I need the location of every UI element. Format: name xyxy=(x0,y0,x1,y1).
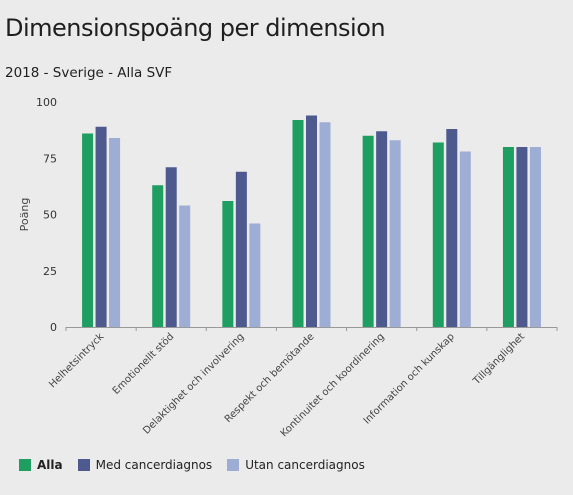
legend-item-med-cancerdiagnos[interactable]: Med cancerdiagnos xyxy=(77,458,213,472)
bar-respekt-och-bemotande-alla xyxy=(292,120,304,327)
legend-swatch-alla xyxy=(19,459,31,471)
bar-kontinuitet-och-koordinering-med-cancerdiagnos xyxy=(376,131,388,327)
chart-subtitle: 2018 - Sverige - Alla SVF xyxy=(5,65,173,81)
legend-item-alla[interactable]: Alla xyxy=(19,458,63,472)
bar-respekt-och-bemotande-utan-cancerdiagnos xyxy=(319,122,331,327)
legend-swatch-utan-cancerdiagnos xyxy=(227,459,240,471)
bar-helhetsintryck-utan-cancerdiagnos xyxy=(109,138,121,327)
bar-helhetsintryck-alla xyxy=(82,133,94,327)
bar-chart: Poäng 0 25 50 75 100 Helhetsintryck Emotionellt… xyxy=(18,96,558,439)
bar-information-och-kunskap-alla xyxy=(432,142,444,327)
bar-tillganglighet-alla xyxy=(502,147,514,327)
y-tick-label-25: 25 xyxy=(43,265,57,278)
chart-legend: Alla Med cancerdiagnos Utan cancerdiagno… xyxy=(19,458,380,472)
bar-delaktighet-och-involvering-alla xyxy=(222,201,234,327)
x-tick-label-tillganglighet: Tillgänglighet xyxy=(471,331,527,387)
x-tick-label-helhetsintryck: Helhetsintryck xyxy=(47,331,106,390)
bar-tillganglighet-med-cancerdiagnos xyxy=(516,147,528,327)
bar-emotionellt-stod-med-cancerdiagnos xyxy=(165,167,177,327)
legend-label-med-cancerdiagnos: Med cancerdiagnos xyxy=(95,458,213,472)
bar-emotionellt-stod-alla xyxy=(152,185,164,327)
chart-title: Dimensionspoäng per dimension xyxy=(5,14,386,42)
y-tick-label-50: 50 xyxy=(43,209,57,222)
legend-label-utan-cancerdiagnos: Utan cancerdiagnos xyxy=(245,458,365,472)
legend-swatch-med-cancerdiagnos xyxy=(77,459,90,471)
x-tick-label-emotionellt-stod: Emotionellt stöd xyxy=(111,331,177,397)
bar-emotionellt-stod-utan-cancerdiagnos xyxy=(179,205,191,327)
y-tick-label-75: 75 xyxy=(43,152,57,165)
bar-kontinuitet-och-koordinering-alla xyxy=(362,135,374,327)
bar-respekt-och-bemotande-med-cancerdiagnos xyxy=(306,115,317,327)
y-tick-label-100: 100 xyxy=(36,96,57,109)
legend-item-utan-cancerdiagnos[interactable]: Utan cancerdiagnos xyxy=(227,458,365,472)
bar-kontinuitet-och-koordinering-utan-cancerdiagnos xyxy=(389,140,401,327)
bar-delaktighet-och-involvering-utan-cancerdiagnos xyxy=(249,223,261,327)
y-axis-label: Poäng xyxy=(18,198,31,232)
bar-tillganglighet-utan-cancerdiagnos xyxy=(529,147,541,327)
bar-information-och-kunskap-med-cancerdiagnos xyxy=(446,129,458,327)
bar-helhetsintryck-med-cancerdiagnos xyxy=(95,126,107,327)
legend-label-alla: Alla xyxy=(37,458,63,472)
bar-delaktighet-och-involvering-med-cancerdiagnos xyxy=(235,171,247,327)
y-tick-label-0: 0 xyxy=(50,321,57,334)
bar-information-och-kunskap-utan-cancerdiagnos xyxy=(459,151,471,327)
